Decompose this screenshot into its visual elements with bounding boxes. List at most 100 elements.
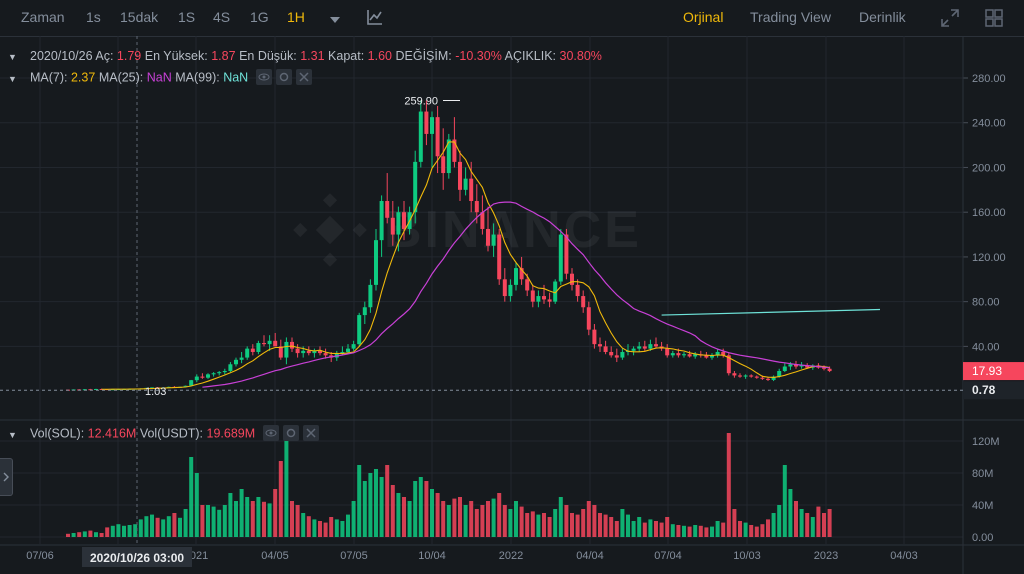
interval-more-dropdown[interactable] bbox=[329, 12, 341, 28]
volume-bar bbox=[396, 493, 401, 537]
close-icon bbox=[306, 428, 316, 438]
ma-legend-toggle[interactable]: ▼ bbox=[8, 74, 17, 84]
volume-bar bbox=[278, 461, 283, 537]
vol-tick-label: 40M bbox=[972, 500, 993, 512]
y-tick-label: 40.00 bbox=[972, 341, 1000, 353]
volume-bar bbox=[66, 533, 70, 537]
volume-bar bbox=[698, 525, 703, 537]
volume-bar bbox=[357, 465, 362, 537]
candle-body bbox=[88, 389, 93, 391]
watermark-text: BINANCE bbox=[384, 201, 642, 259]
low-value: 1.31 bbox=[300, 49, 325, 63]
volume-bar bbox=[183, 509, 188, 537]
candle-body bbox=[794, 364, 798, 367]
x-tick-label: 04/04 bbox=[576, 550, 604, 562]
layout-button[interactable] bbox=[984, 8, 1004, 31]
eye-icon bbox=[258, 73, 270, 81]
interval-1s-button[interactable]: 1s bbox=[86, 9, 101, 25]
interval-label: Zaman bbox=[21, 9, 65, 25]
side-panel-toggle[interactable] bbox=[0, 458, 13, 496]
interval-4S-button[interactable]: 4S bbox=[213, 9, 231, 25]
candle-body bbox=[396, 212, 401, 235]
fullscreen-button[interactable] bbox=[940, 8, 960, 31]
volume-bar bbox=[665, 517, 670, 537]
indicators-button[interactable] bbox=[366, 8, 384, 29]
interval-1S-button[interactable]: 1S bbox=[178, 9, 196, 25]
candle-body bbox=[469, 178, 474, 202]
volume-bar bbox=[486, 501, 490, 537]
y-tick-label: 280.00 bbox=[972, 73, 1006, 85]
volume-bar bbox=[222, 505, 227, 537]
ma25-line bbox=[202, 201, 830, 388]
vol-settings-button[interactable] bbox=[282, 425, 299, 441]
candle-body bbox=[368, 284, 373, 308]
volume-bar bbox=[581, 509, 586, 537]
candle-body bbox=[721, 351, 726, 356]
candle-body bbox=[525, 279, 530, 291]
max-marker-label: 259.90 bbox=[404, 95, 438, 107]
view-original-tab[interactable]: Orjinal bbox=[683, 9, 724, 25]
interval-1G-button[interactable]: 1G bbox=[250, 9, 269, 25]
volume-bar bbox=[514, 501, 518, 537]
candle-body bbox=[519, 268, 524, 280]
candle-body bbox=[82, 389, 87, 391]
volume-bar bbox=[592, 505, 597, 537]
volume-bar bbox=[273, 489, 278, 537]
volume-bar bbox=[99, 533, 104, 537]
eye-icon bbox=[265, 429, 277, 437]
crosshair-price-box bbox=[963, 381, 1024, 400]
crosshair-date-box bbox=[82, 547, 192, 567]
volume-bar bbox=[441, 501, 446, 537]
candle-body bbox=[346, 348, 350, 352]
ma-close-button[interactable] bbox=[295, 69, 312, 85]
candle-body bbox=[760, 377, 765, 379]
view-depth-tab[interactable]: Derinlik bbox=[859, 9, 906, 25]
candle-body bbox=[267, 340, 272, 345]
x-tick-label: 07/04 bbox=[654, 550, 682, 562]
volume-bar bbox=[771, 513, 776, 537]
candle-body bbox=[256, 343, 261, 352]
current-price-box bbox=[963, 362, 1024, 381]
volume-bar bbox=[88, 530, 93, 537]
ma-visibility-button[interactable] bbox=[255, 69, 272, 85]
candle-body bbox=[547, 299, 552, 302]
x-tick-label: 2022 bbox=[499, 550, 523, 562]
vol-legend-toggle[interactable]: ▼ bbox=[8, 430, 17, 440]
expand-icon bbox=[941, 9, 959, 27]
volume-bar bbox=[586, 501, 591, 537]
candle-body bbox=[94, 388, 98, 390]
candle-body bbox=[402, 212, 406, 229]
vol-visibility-button[interactable] bbox=[262, 425, 279, 441]
candle-body bbox=[452, 139, 457, 162]
y-tick-label: 240.00 bbox=[972, 118, 1006, 130]
interval-15dak-button[interactable]: 15dak bbox=[120, 9, 159, 25]
interval-1H-button[interactable]: 1H bbox=[287, 9, 305, 25]
view-tradingview-tab[interactable]: Trading View bbox=[750, 9, 831, 25]
x-tick-label: 07/05 bbox=[340, 550, 368, 562]
ohlc-legend-toggle[interactable]: ▼ bbox=[8, 52, 17, 62]
volume-bar bbox=[631, 521, 636, 537]
volume-bar bbox=[788, 489, 793, 537]
volume-bar bbox=[480, 505, 485, 537]
chart-toolbar: Zaman 1s 15dak 1S 4S 1G 1H Orjinal Tradi… bbox=[0, 0, 1024, 37]
candle-body bbox=[362, 307, 367, 316]
candle-body bbox=[542, 296, 546, 300]
vol-usdt-value: 19.689M bbox=[206, 426, 256, 441]
volume-bar bbox=[654, 521, 658, 537]
candlestick-chart[interactable]: BINANCE 280.00 240.00 200.00 160.00 120.00 80… bbox=[0, 36, 1024, 574]
x-tick-label: 2023 bbox=[814, 550, 838, 562]
vol-close-button[interactable] bbox=[302, 425, 319, 441]
candle-body bbox=[278, 346, 283, 358]
candle-body bbox=[262, 343, 266, 345]
y-tick-label: 200.00 bbox=[972, 162, 1006, 174]
volume-bar bbox=[642, 522, 647, 537]
candle-body bbox=[323, 353, 328, 356]
volume-bar bbox=[452, 498, 457, 537]
crosshair-price-label: 0.78 bbox=[972, 383, 996, 397]
y-tick-label: 160.00 bbox=[972, 207, 1006, 219]
ma-settings-button[interactable] bbox=[275, 69, 292, 85]
x-tick-label: 04/05 bbox=[261, 550, 289, 562]
volume-bar bbox=[614, 521, 619, 537]
gear-icon bbox=[279, 72, 288, 82]
candle-body bbox=[682, 354, 686, 356]
